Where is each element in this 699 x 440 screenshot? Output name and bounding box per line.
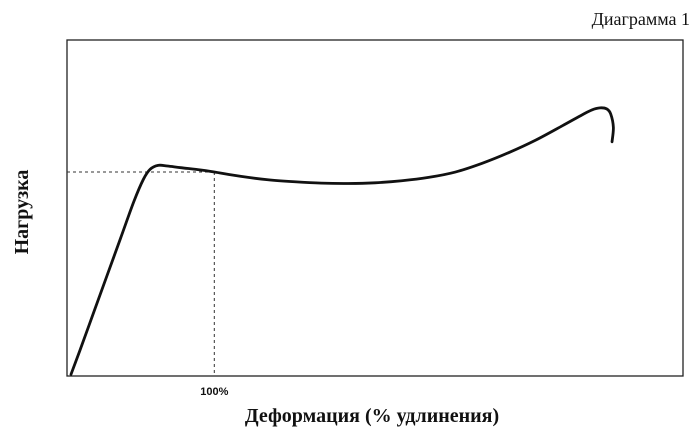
series-line-0 bbox=[71, 108, 613, 375]
x-axis-label: Деформация (% удлинения) bbox=[245, 405, 499, 427]
series-layer bbox=[71, 108, 613, 375]
x-ticks: 100% bbox=[200, 386, 228, 398]
x-tick-label: 100% bbox=[200, 386, 228, 398]
chart-caption: Диаграмма 1 bbox=[592, 9, 690, 29]
plot-frame bbox=[67, 40, 683, 376]
reference-lines bbox=[67, 172, 214, 376]
y-axis-label: Нагрузка bbox=[11, 170, 33, 255]
